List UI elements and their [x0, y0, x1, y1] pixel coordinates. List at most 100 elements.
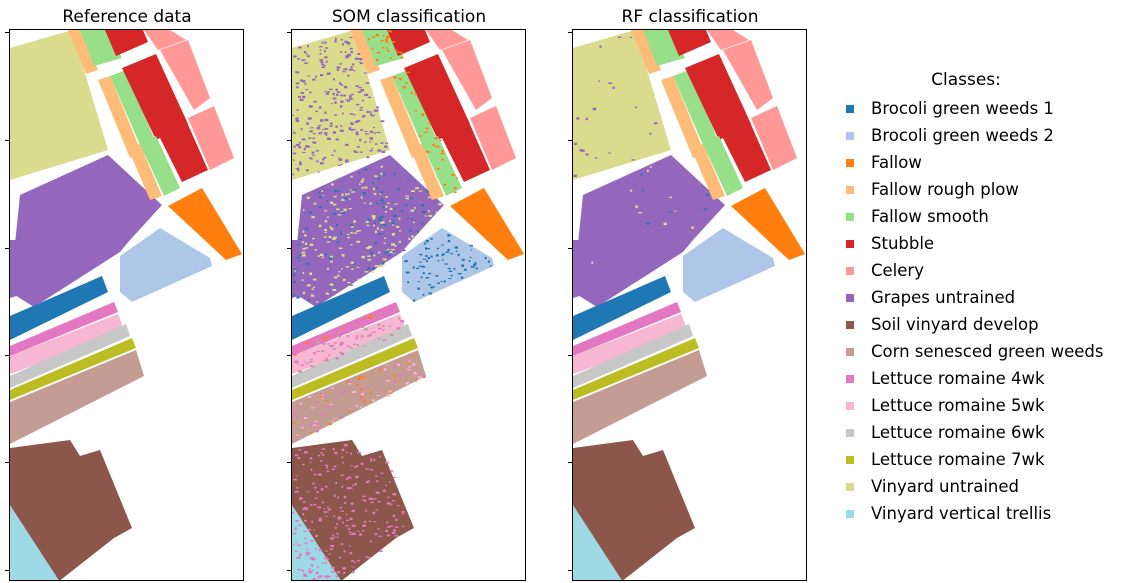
noise-pixel [296, 404, 298, 407]
noise-pixel [313, 202, 317, 205]
noise-pixel [334, 101, 337, 104]
noise-pixel [340, 510, 344, 512]
noise-pixel [340, 342, 344, 345]
noise-pixel [309, 272, 313, 276]
noise-pixel [363, 520, 367, 523]
noise-pixel [381, 215, 384, 218]
noise-pixel [303, 360, 306, 362]
noise-pixel [306, 262, 310, 265]
noise-pixel [318, 132, 322, 135]
noise-pixel [300, 427, 304, 429]
noise-pixel [313, 420, 318, 423]
noise-pixel [325, 357, 328, 360]
noise-pixel [369, 392, 372, 394]
noise-pixel [389, 481, 391, 483]
noise-pixel [312, 577, 315, 580]
noise-pixel [364, 186, 368, 189]
noise-pixel [294, 270, 297, 272]
noise-pixel [297, 243, 301, 246]
noise-pixel [307, 117, 312, 120]
noise-pixel [356, 103, 360, 106]
legend-item: Stubble [836, 230, 1103, 257]
noise-pixel [306, 362, 309, 365]
noise-pixel [367, 218, 370, 221]
legend-item: Lettuce romaine 5wk [836, 392, 1103, 419]
field-region [292, 350, 426, 444]
noise-pixel [333, 515, 336, 518]
noise-pixel [706, 193, 709, 197]
noise-pixel [330, 405, 335, 407]
noise-pixel [372, 187, 376, 191]
panel-title-reference: Reference data [62, 7, 192, 27]
noise-pixel [364, 93, 369, 96]
noise-pixel [349, 545, 352, 547]
noise-pixel [298, 142, 302, 144]
noise-pixel [319, 253, 324, 256]
noise-pixel [373, 126, 375, 129]
noise-pixel [350, 502, 354, 505]
noise-pixel [393, 365, 397, 368]
field-region [573, 155, 725, 307]
noise-pixel [413, 211, 417, 213]
noise-pixel [331, 420, 334, 422]
noise-pixel [346, 233, 350, 235]
noise-pixel [310, 361, 313, 363]
noise-pixel [334, 37, 337, 40]
noise-pixel [340, 352, 345, 356]
noise-pixel [349, 189, 352, 191]
noise-pixel [310, 557, 314, 560]
noise-pixel [324, 56, 328, 59]
noise-pixel [292, 114, 294, 116]
noise-pixel [315, 422, 320, 425]
noise-pixel [334, 341, 337, 344]
noise-pixel [388, 390, 392, 393]
noise-pixel [336, 241, 339, 243]
noise-pixel [348, 198, 351, 200]
noise-pixel [310, 540, 314, 542]
noise-pixel [473, 263, 477, 266]
noise-pixel [426, 151, 431, 153]
noise-pixel [463, 268, 467, 271]
axis-tick [568, 570, 572, 571]
noise-pixel [315, 75, 317, 78]
noise-pixel [474, 262, 477, 265]
noise-pixel [386, 534, 390, 537]
noise-pixel [324, 575, 329, 578]
noise-pixel [335, 575, 338, 578]
noise-pixel [370, 114, 375, 117]
noise-pixel [296, 296, 300, 299]
noise-pixel [339, 507, 343, 509]
noise-pixel [412, 355, 415, 358]
noise-pixel [412, 221, 415, 223]
noise-pixel [293, 544, 295, 546]
noise-pixel [345, 193, 348, 196]
noise-pixel [363, 399, 366, 403]
field-region [188, 106, 234, 170]
noise-pixel [341, 212, 345, 214]
noise-pixel [319, 46, 323, 48]
noise-pixel [331, 571, 336, 573]
noise-pixel [343, 444, 348, 447]
noise-pixel [315, 343, 319, 346]
noise-pixel [389, 525, 393, 527]
noise-pixel [369, 150, 373, 152]
noise-pixel [360, 393, 364, 396]
noise-pixel [654, 122, 658, 125]
noise-pixel [351, 225, 354, 228]
noise-pixel [390, 503, 393, 506]
noise-pixel [634, 106, 637, 109]
field-region [292, 155, 444, 307]
noise-pixel [307, 299, 311, 302]
legend-item: Brocoli green weeds 1 [836, 95, 1103, 122]
noise-pixel [392, 224, 394, 226]
noise-pixel [353, 150, 356, 153]
noise-pixel [306, 284, 311, 287]
noise-pixel [330, 183, 334, 186]
noise-pixel [372, 498, 377, 500]
noise-pixel [337, 274, 340, 277]
noise-pixel [405, 260, 408, 262]
noise-pixel [407, 179, 409, 181]
noise-pixel [302, 248, 306, 250]
noise-pixel [418, 261, 422, 263]
axis-tick [568, 248, 572, 249]
